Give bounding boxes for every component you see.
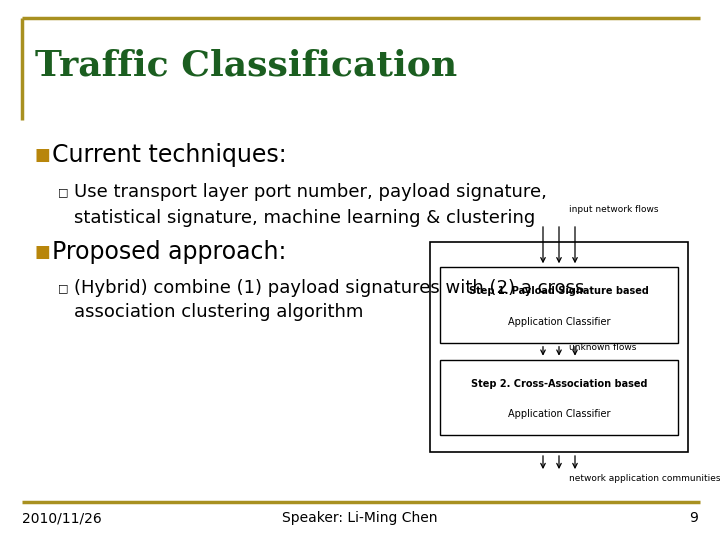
Text: □: □ — [58, 187, 68, 197]
FancyBboxPatch shape — [440, 360, 678, 435]
Text: ■: ■ — [34, 146, 50, 164]
Text: (Hybrid) combine (1) payload signatures with (2) a cross: (Hybrid) combine (1) payload signatures … — [74, 279, 585, 297]
Text: Proposed approach:: Proposed approach: — [52, 240, 287, 264]
Text: Application Classifier: Application Classifier — [508, 316, 611, 327]
Text: Traffic Classification: Traffic Classification — [35, 48, 457, 82]
Text: 2010/11/26: 2010/11/26 — [22, 511, 102, 525]
Text: association clustering algorithm: association clustering algorithm — [74, 303, 364, 321]
FancyBboxPatch shape — [430, 242, 688, 452]
Text: 9: 9 — [689, 511, 698, 525]
Text: network application communities: network application communities — [569, 474, 720, 483]
Text: Step 2. Cross-Association based: Step 2. Cross-Association based — [471, 379, 647, 389]
Text: input network flows: input network flows — [569, 205, 659, 214]
Text: unknown flows: unknown flows — [569, 343, 636, 352]
FancyBboxPatch shape — [440, 267, 678, 343]
Text: □: □ — [58, 283, 68, 293]
Text: statistical signature, machine learning & clustering: statistical signature, machine learning … — [74, 209, 535, 227]
Text: Speaker: Li-Ming Chen: Speaker: Li-Ming Chen — [282, 511, 438, 525]
Text: ■: ■ — [34, 243, 50, 261]
Text: Step 1. Payload Signature based: Step 1. Payload Signature based — [469, 286, 649, 296]
Text: Current techniques:: Current techniques: — [52, 143, 287, 167]
Text: Application Classifier: Application Classifier — [508, 409, 611, 419]
Text: Use transport layer port number, payload signature,: Use transport layer port number, payload… — [74, 183, 547, 201]
